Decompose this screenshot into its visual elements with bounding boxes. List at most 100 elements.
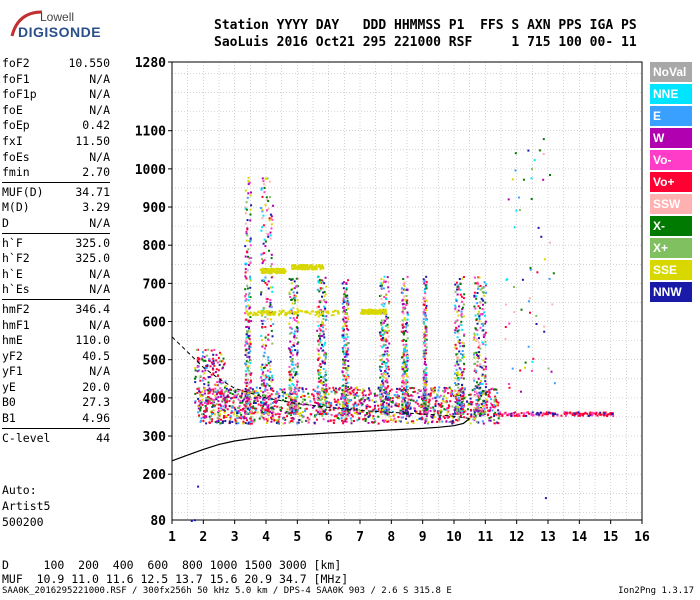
echo-point: [311, 406, 314, 409]
echo-point: [328, 405, 331, 407]
echo-point: [303, 403, 306, 406]
echo-point: [212, 388, 215, 391]
echo-point: [283, 269, 286, 272]
echo-point: [423, 380, 426, 383]
echo-point: [211, 392, 214, 395]
echo-point: [203, 389, 206, 392]
parameter-value: 346.4: [75, 301, 110, 316]
echo-point: [404, 289, 406, 292]
echo-point: [282, 395, 285, 398]
legend-item: W: [650, 128, 692, 148]
parameter-value: N/A: [89, 215, 110, 230]
echo-point: [540, 235, 543, 238]
echo-point: [203, 410, 205, 413]
echo-point: [222, 409, 225, 412]
echo-point: [304, 311, 307, 314]
echo-point: [402, 333, 405, 336]
echo-point: [425, 304, 428, 307]
echo-point: [400, 287, 403, 290]
echo-point: [321, 382, 324, 385]
echo-point: [422, 406, 425, 409]
echo-point: [461, 397, 464, 400]
echo-point: [346, 297, 349, 300]
echo-point: [248, 338, 251, 341]
echo-point: [248, 312, 251, 314]
echo-point: [266, 283, 269, 286]
echo-point: [347, 279, 350, 282]
echo-point: [377, 404, 380, 407]
echo-point: [255, 390, 258, 392]
echo-point: [250, 415, 253, 418]
echo-point: [462, 390, 465, 393]
echo-point: [296, 316, 298, 319]
echo-point: [259, 404, 262, 407]
echo-point: [549, 174, 551, 176]
echo-point: [443, 386, 446, 389]
echo-point: [386, 358, 389, 361]
echo-point: [194, 367, 197, 370]
echo-point: [261, 195, 264, 198]
echo-point: [248, 261, 251, 264]
echo-point: [296, 407, 299, 410]
echo-point: [345, 296, 348, 298]
echo-point: [424, 314, 427, 317]
echo-point: [342, 358, 344, 361]
echo-point: [436, 410, 439, 413]
echo-point: [282, 392, 285, 395]
echo-point: [381, 329, 384, 332]
echo-point: [215, 403, 218, 406]
echo-point: [398, 419, 401, 422]
echo-point: [473, 417, 476, 420]
echo-point: [294, 405, 297, 408]
echo-point: [402, 401, 405, 404]
echo-point: [425, 280, 428, 283]
echo-point: [406, 337, 409, 340]
echo-point: [352, 394, 355, 397]
echo-point: [477, 285, 480, 288]
echo-point: [363, 310, 366, 313]
echo-point: [482, 365, 485, 368]
echo-point: [354, 401, 357, 404]
echo-point: [473, 294, 476, 297]
parameter-row: MUF(D) 34.71: [2, 185, 110, 201]
echo-point: [320, 365, 322, 368]
echo-point: [231, 406, 234, 409]
echo-point: [460, 295, 463, 298]
echo-point: [425, 388, 428, 391]
echo-point: [354, 393, 357, 396]
echo-point: [293, 312, 296, 315]
echo-point: [380, 373, 383, 375]
echo-point: [379, 334, 382, 337]
echo-point: [406, 299, 409, 302]
echo-point: [291, 264, 294, 267]
echo-point: [481, 308, 484, 310]
echo-point: [373, 407, 376, 410]
echo-point: [216, 393, 218, 396]
echo-point: [262, 279, 265, 282]
echo-point: [245, 336, 248, 339]
echo-point: [469, 422, 472, 425]
echo-point: [401, 410, 404, 413]
echo-point: [203, 383, 206, 386]
echo-point: [473, 388, 476, 391]
echo-point: [527, 345, 530, 348]
echo-point: [274, 413, 277, 416]
echo-point: [230, 410, 233, 413]
echo-point: [424, 356, 427, 359]
echo-point: [222, 394, 225, 397]
echo-point: [371, 309, 373, 312]
echo-point: [247, 255, 249, 258]
echo-point: [218, 381, 221, 384]
echo-point: [327, 412, 330, 415]
echo-point: [339, 413, 342, 416]
echo-point: [485, 291, 488, 294]
legend-item: NNW: [650, 282, 692, 302]
echo-point: [388, 329, 390, 332]
echo-point: [477, 405, 480, 408]
echo-point: [341, 336, 344, 339]
echo-point: [296, 330, 299, 333]
echo-point: [445, 400, 448, 403]
echo-point: [385, 405, 388, 408]
echo-point: [476, 420, 478, 423]
echo-point: [384, 343, 387, 346]
